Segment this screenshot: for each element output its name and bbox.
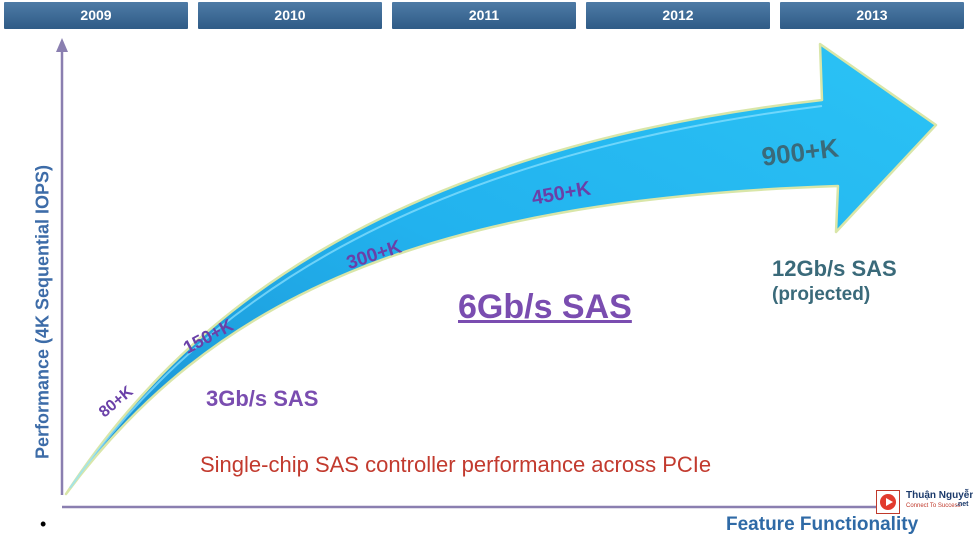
label-6gbs-sas: 6Gb/s SAS: [458, 288, 632, 326]
y-axis-label: Performance (4K Sequential IOPS): [32, 164, 53, 460]
label-projected: (projected): [772, 284, 871, 305]
play-logo-icon: [876, 490, 900, 514]
diagram-caption: Single-chip SAS controller performance a…: [200, 452, 712, 477]
year-box-2012: 2012: [586, 2, 770, 29]
label-12gbs-sas: 12Gb/s SAS: [772, 256, 897, 281]
watermark-tagline: Connect To Success: [906, 503, 961, 509]
bullet-point: •: [40, 514, 47, 534]
watermark: Thuận Nguyễn Connect To Success .net: [876, 490, 973, 516]
growth-arrow: [64, 42, 938, 496]
year-box-2010: 2010: [198, 2, 382, 29]
watermark-suffix: .net: [956, 501, 969, 508]
x-axis-label: Feature Functionality: [726, 514, 919, 535]
y-axis-arrowhead: [56, 38, 68, 52]
year-box-2013: 2013: [780, 2, 964, 29]
arrow-highlight: [69, 105, 823, 489]
watermark-name: Thuận Nguyễn: [906, 490, 973, 501]
label-3gbs-sas: 3Gb/s SAS: [206, 386, 319, 411]
year-box-2011: 2011: [392, 2, 576, 29]
year-box-2009: 2009: [4, 2, 188, 29]
year-timeline: 2009 2010 2011 2012 2013: [0, 0, 973, 30]
